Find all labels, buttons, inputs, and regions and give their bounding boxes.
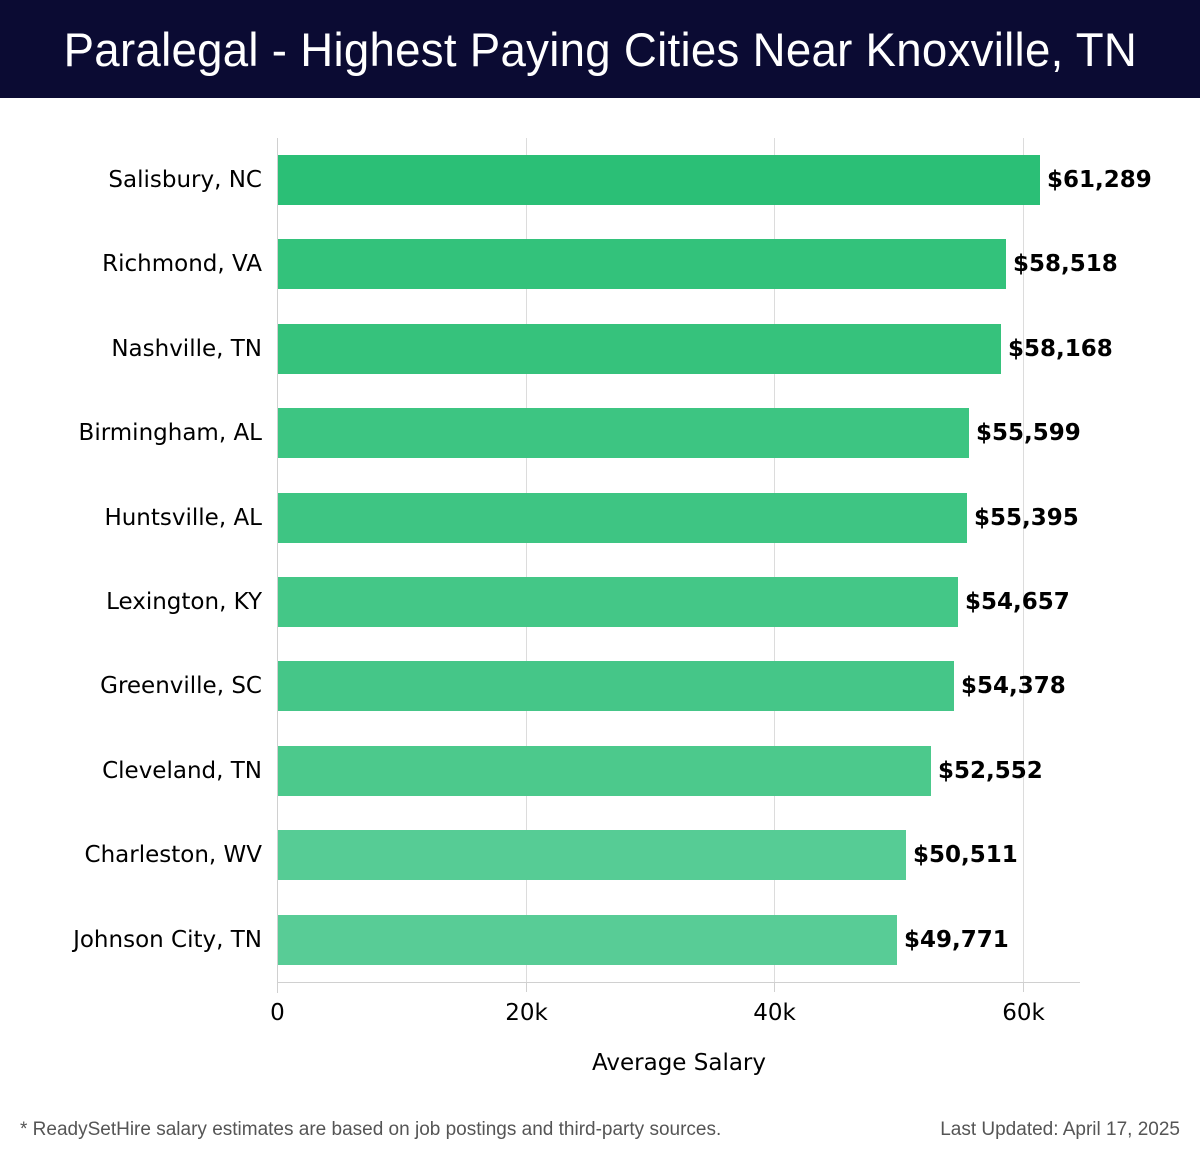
bar: [278, 324, 1001, 374]
bar: [278, 661, 954, 711]
bar-value-label: $55,599: [976, 420, 1081, 446]
bar-value-label: $50,511: [913, 842, 1018, 868]
category-label: Salisbury, NC: [108, 167, 262, 193]
bar-value-label: $49,771: [904, 927, 1009, 953]
category-label: Nashville, TN: [111, 336, 262, 362]
category-label: Johnson City, TN: [73, 927, 262, 953]
category-label: Birmingham, AL: [78, 420, 262, 446]
x-tick-label: 20k: [505, 1000, 548, 1026]
x-tick: [1023, 982, 1024, 992]
bar-value-label: $58,168: [1008, 336, 1113, 362]
bar: [278, 830, 906, 880]
x-tick: [277, 982, 278, 992]
gridline: [526, 138, 527, 983]
gridline: [1023, 138, 1024, 983]
category-label: Richmond, VA: [102, 251, 262, 277]
bar-value-label: $58,518: [1013, 251, 1118, 277]
category-label: Huntsville, AL: [104, 505, 262, 531]
bar: [278, 493, 967, 543]
x-tick-label: 0: [270, 1000, 285, 1026]
chart-title: Paralegal - Highest Paying Cities Near K…: [63, 22, 1137, 76]
x-tick-label: 40k: [753, 1000, 796, 1026]
category-label: Greenville, SC: [100, 673, 262, 699]
bar: [278, 155, 1040, 205]
x-tick: [526, 982, 527, 992]
category-label: Charleston, WV: [84, 842, 262, 868]
x-tick: [774, 982, 775, 992]
category-label: Lexington, KY: [106, 589, 262, 615]
bar-value-label: $54,378: [961, 673, 1066, 699]
source-footnote: * ReadySetHire salary estimates are base…: [20, 1119, 722, 1140]
bar-value-label: $52,552: [938, 758, 1043, 784]
bar: [278, 915, 897, 965]
bar: [278, 577, 958, 627]
bar: [278, 239, 1006, 289]
category-label: Cleveland, TN: [102, 758, 262, 784]
bar-value-label: $55,395: [974, 505, 1079, 531]
x-axis-label: Average Salary: [591, 1050, 767, 1076]
title-banner: Paralegal - Highest Paying Cities Near K…: [0, 0, 1200, 98]
last-updated: Last Updated: April 17, 2025: [940, 1119, 1180, 1140]
bar-value-label: $54,657: [965, 589, 1070, 615]
x-axis-line: [277, 982, 1080, 983]
bar: [278, 746, 931, 796]
bar-value-label: $61,289: [1047, 167, 1152, 193]
x-tick-label: 60k: [1002, 1000, 1045, 1026]
gridline: [774, 138, 775, 983]
y-axis-line: [277, 138, 278, 993]
bar: [278, 408, 969, 458]
